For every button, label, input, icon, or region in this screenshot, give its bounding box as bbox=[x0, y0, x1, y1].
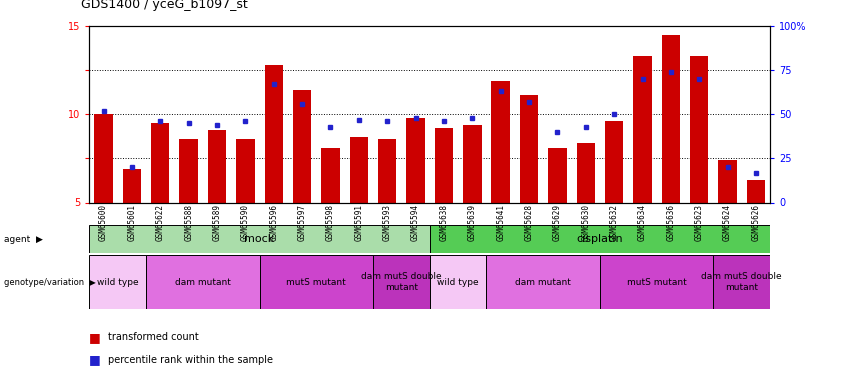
Bar bbox=[94, 114, 112, 202]
Bar bbox=[180, 139, 197, 202]
Bar bbox=[577, 142, 595, 202]
Text: mutS mutant: mutS mutant bbox=[287, 278, 346, 286]
Text: dam mutS double
mutant: dam mutS double mutant bbox=[361, 273, 442, 292]
Text: GSM65591: GSM65591 bbox=[354, 204, 363, 242]
Bar bbox=[430, 225, 770, 253]
Bar bbox=[89, 225, 430, 253]
Bar bbox=[747, 180, 765, 203]
Bar bbox=[463, 125, 482, 202]
Text: GSM65601: GSM65601 bbox=[128, 204, 136, 242]
Text: dam mutant: dam mutant bbox=[516, 278, 571, 286]
Bar bbox=[435, 129, 453, 202]
Bar bbox=[265, 65, 283, 203]
Bar bbox=[208, 130, 226, 203]
Text: transformed count: transformed count bbox=[108, 333, 199, 342]
Text: GSM65634: GSM65634 bbox=[638, 204, 647, 242]
Bar bbox=[430, 255, 487, 309]
Text: GSM65598: GSM65598 bbox=[326, 204, 335, 242]
Bar bbox=[492, 81, 510, 203]
Bar bbox=[633, 56, 652, 202]
Text: GSM65632: GSM65632 bbox=[609, 204, 619, 242]
Text: wild type: wild type bbox=[437, 278, 479, 286]
Bar bbox=[718, 160, 737, 202]
Text: wild type: wild type bbox=[97, 278, 139, 286]
Bar bbox=[690, 56, 708, 202]
Text: GSM65593: GSM65593 bbox=[383, 204, 391, 242]
Bar bbox=[520, 95, 539, 202]
Text: GSM65639: GSM65639 bbox=[468, 204, 477, 242]
Text: GSM65638: GSM65638 bbox=[439, 204, 448, 242]
Text: agent  ▶: agent ▶ bbox=[4, 235, 43, 244]
Text: GSM65628: GSM65628 bbox=[524, 204, 534, 242]
Bar bbox=[89, 255, 146, 309]
Bar bbox=[146, 255, 260, 309]
Text: ■: ■ bbox=[89, 354, 101, 366]
Text: GSM65590: GSM65590 bbox=[241, 204, 250, 242]
Bar bbox=[600, 255, 713, 309]
Text: GSM65600: GSM65600 bbox=[99, 204, 108, 242]
Text: GSM65630: GSM65630 bbox=[581, 204, 591, 242]
Bar bbox=[605, 122, 623, 202]
Bar bbox=[236, 139, 254, 202]
Bar bbox=[123, 169, 141, 202]
Text: GSM65626: GSM65626 bbox=[751, 204, 761, 242]
Text: mutS mutant: mutS mutant bbox=[627, 278, 687, 286]
Text: GSM65623: GSM65623 bbox=[694, 204, 704, 242]
Text: GSM65594: GSM65594 bbox=[411, 204, 420, 242]
Text: GSM65624: GSM65624 bbox=[723, 204, 732, 242]
Bar bbox=[548, 148, 567, 202]
Bar bbox=[661, 35, 680, 203]
Text: GSM65622: GSM65622 bbox=[156, 204, 165, 242]
Text: GSM65597: GSM65597 bbox=[298, 204, 306, 242]
Text: GSM65641: GSM65641 bbox=[496, 204, 505, 242]
Text: genotype/variation  ▶: genotype/variation ▶ bbox=[4, 278, 96, 286]
Text: GSM65596: GSM65596 bbox=[269, 204, 278, 242]
Bar bbox=[293, 90, 311, 202]
Bar bbox=[151, 123, 169, 202]
Bar bbox=[260, 255, 373, 309]
Text: GSM65588: GSM65588 bbox=[184, 204, 193, 242]
Bar bbox=[378, 139, 397, 202]
Text: GDS1400 / yceG_b1097_st: GDS1400 / yceG_b1097_st bbox=[81, 0, 248, 11]
Bar bbox=[321, 148, 340, 202]
Text: ■: ■ bbox=[89, 331, 101, 344]
Bar bbox=[350, 137, 368, 202]
Text: cisplatin: cisplatin bbox=[577, 234, 623, 244]
Text: mock: mock bbox=[244, 234, 275, 244]
Text: GSM65636: GSM65636 bbox=[666, 204, 676, 242]
Bar bbox=[487, 255, 600, 309]
Text: percentile rank within the sample: percentile rank within the sample bbox=[108, 355, 273, 365]
Bar bbox=[406, 118, 425, 202]
Bar bbox=[713, 255, 770, 309]
Text: GSM65629: GSM65629 bbox=[553, 204, 562, 242]
Text: dam mutant: dam mutant bbox=[175, 278, 231, 286]
Bar bbox=[373, 255, 430, 309]
Text: dam mutS double
mutant: dam mutS double mutant bbox=[701, 273, 782, 292]
Text: GSM65589: GSM65589 bbox=[213, 204, 221, 242]
